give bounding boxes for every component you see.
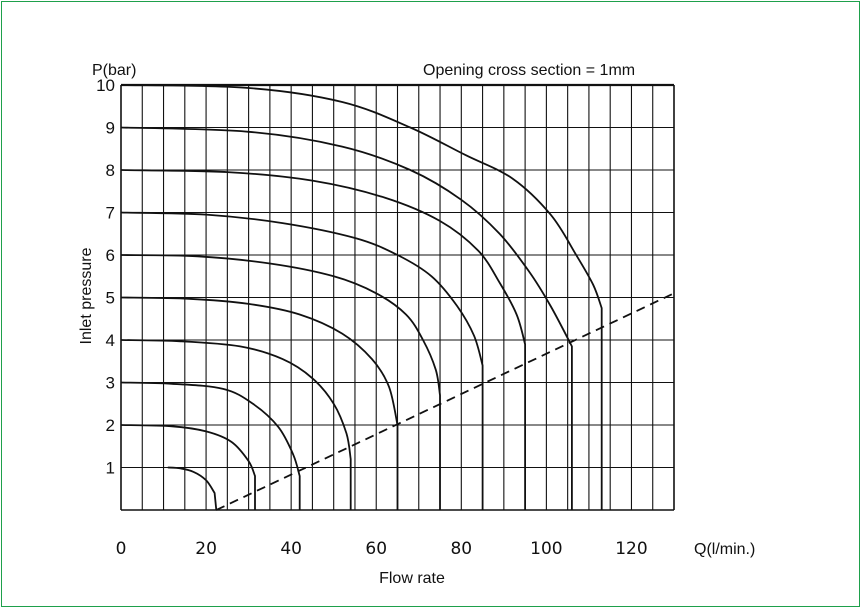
pressure-curve <box>167 466 218 511</box>
chart-annotation: Opening cross section = 1mm <box>423 62 635 79</box>
x-tick-label: 0 <box>116 539 127 559</box>
y-unit-label: P(bar) <box>92 62 136 79</box>
x-tick-label: 100 <box>530 539 562 559</box>
y-tick-label: 1 <box>106 459 115 478</box>
y-tick-label: 8 <box>106 161 115 180</box>
x-tick-label: 60 <box>365 539 387 559</box>
x-tick-labels: 0 20 40 60 80 100 120 <box>116 539 648 559</box>
y-tick-label: 5 <box>106 289 115 308</box>
pressure-curve <box>120 211 484 510</box>
pressure-curve <box>120 296 399 510</box>
x-tick-label: 80 <box>450 539 472 559</box>
y-tick-label: 9 <box>106 119 115 138</box>
y-tick-label: 4 <box>106 331 115 350</box>
y-axis-label: Inlet pressure <box>78 247 95 344</box>
limit-line-dashed <box>215 292 675 511</box>
y-tick-label: 6 <box>106 246 115 265</box>
x-tick-label: 20 <box>195 539 217 559</box>
y-tick-label: 7 <box>106 204 115 223</box>
y-tick-label: 2 <box>106 416 115 435</box>
pressure-curve <box>120 84 603 510</box>
x-unit-label: Q(l/min.) <box>694 541 755 558</box>
pressure-curves <box>120 84 675 511</box>
pressure-curve <box>120 126 573 510</box>
x-tick-label: 120 <box>615 539 647 559</box>
y-tick-labels: 1 2 3 4 5 6 7 8 9 10 <box>96 76 115 478</box>
x-axis-label: Flow rate <box>379 570 445 587</box>
pressure-curve <box>120 254 441 510</box>
pressure-curve <box>120 424 256 510</box>
pressure-curve <box>120 381 301 510</box>
x-tick-label: 40 <box>280 539 302 559</box>
pressure-curve <box>120 169 526 510</box>
y-tick-label: 3 <box>106 374 115 393</box>
pressure-curve <box>120 339 352 510</box>
y-tick-label: 10 <box>96 76 115 95</box>
